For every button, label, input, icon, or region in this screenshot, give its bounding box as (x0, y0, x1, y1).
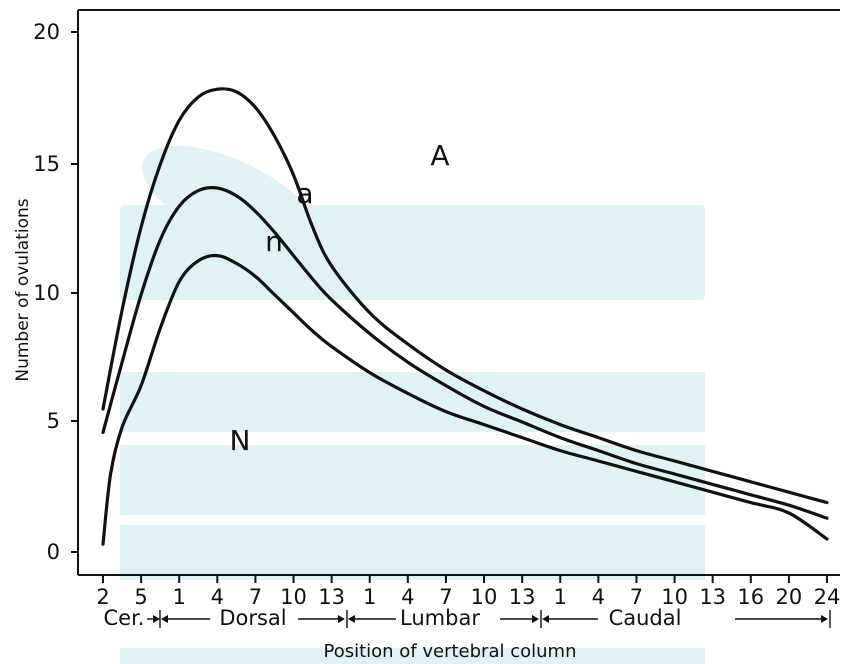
region-label-cer: Cer. (104, 606, 145, 630)
x-tick-label: 13 (509, 585, 536, 609)
annotation-N: N (230, 424, 251, 457)
x-tick-label: 4 (401, 585, 414, 609)
y-tick-group: 0 5 10 15 20 (33, 20, 78, 564)
region-label-dorsal: Dorsal (219, 606, 286, 630)
x-tick-label: 1 (363, 585, 376, 609)
x-tick-label: 2 (96, 585, 109, 609)
annotation-A: A (430, 139, 449, 172)
x-tick-group: 2 5 1 4 7 10 13 1 4 7 10 13 1 4 7 10 13 16 20 24 (96, 575, 840, 609)
y-tick-label: 5 (47, 409, 60, 433)
annotation-n: n (265, 225, 283, 258)
x-tick-label: 1 (173, 585, 186, 609)
series-line-a (101, 186, 829, 520)
series-line-A (101, 87, 829, 505)
x-tick-label: 16 (737, 585, 764, 609)
y-tick-label: 10 (33, 281, 60, 305)
y-tick-label: 20 (33, 20, 60, 44)
x-tick-label: 24 (814, 585, 841, 609)
x-tick-label: 1 (554, 585, 567, 609)
x-tick-label: 20 (776, 585, 803, 609)
x-tick-label: 10 (280, 585, 307, 609)
y-tick-label: 15 (33, 152, 60, 176)
x-tick-label: 4 (592, 585, 605, 609)
region-arrows (147, 610, 831, 628)
x-tick-label: 5 (134, 585, 147, 609)
x-tick-label: 10 (661, 585, 688, 609)
curves (101, 87, 829, 546)
x-tick-label: 7 (630, 585, 643, 609)
x-axis-label: Position of vertebral column (324, 641, 577, 662)
region-label-lumbar: Lumbar (400, 606, 480, 630)
annotation-a: a (296, 177, 313, 210)
x-tick-label: 7 (439, 585, 452, 609)
x-tick-label: 7 (249, 585, 262, 609)
y-tick-label: 0 (47, 540, 60, 564)
x-tick-label: 10 (471, 585, 498, 609)
y-axis-label: Number of ovulations (13, 198, 33, 381)
x-tick-label: 13 (699, 585, 726, 609)
x-tick-label: 13 (318, 585, 345, 609)
x-tick-label: 4 (211, 585, 224, 609)
watermark (120, 145, 705, 664)
series-line-n (101, 253, 829, 546)
region-label-caudal: Caudal (609, 606, 682, 630)
